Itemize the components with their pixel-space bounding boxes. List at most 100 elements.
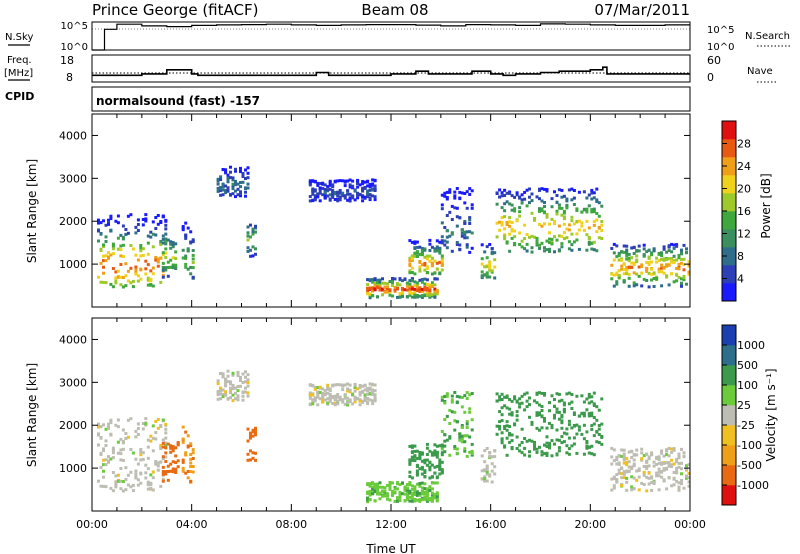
velocity-cell — [615, 462, 619, 466]
power-cell — [415, 245, 419, 249]
power-cell — [328, 183, 332, 187]
power-cell — [139, 254, 143, 258]
power-cell — [366, 195, 370, 199]
velocity-cell — [615, 479, 619, 483]
power-cell — [371, 194, 375, 198]
velocity-cell — [356, 397, 360, 401]
power-cell — [635, 249, 639, 253]
power-cell — [433, 283, 437, 287]
power-cell — [470, 206, 474, 210]
power-cell — [543, 249, 546, 253]
power-cell — [642, 247, 646, 251]
velocity-cell — [428, 460, 432, 464]
power-cell — [366, 184, 370, 188]
velocity-cell — [440, 468, 444, 472]
velocity-cell — [615, 458, 619, 461]
velocity-cell — [136, 422, 140, 426]
velocity-cell — [378, 485, 382, 489]
power-cell — [124, 262, 128, 266]
velocity-cell — [615, 473, 619, 477]
power-cell — [553, 250, 556, 254]
velocity-cell — [221, 372, 225, 376]
power-cell — [361, 189, 365, 193]
power-cell — [254, 224, 257, 228]
velocity-cell — [410, 458, 414, 462]
velocity-cell — [114, 485, 118, 489]
power-cell — [667, 283, 671, 287]
velocity-cell — [543, 452, 546, 456]
velocity-cell — [236, 385, 240, 388]
power-cell — [361, 186, 365, 190]
power-cell — [428, 242, 432, 246]
velocity-cell — [433, 443, 437, 447]
power-cell — [316, 195, 320, 199]
velocity-cell — [363, 399, 367, 403]
velocity-cell — [336, 383, 340, 387]
velocity-cell — [660, 475, 664, 479]
velocity-cell — [111, 489, 115, 493]
colorbar-swatch — [722, 365, 736, 386]
power-cell — [533, 216, 536, 220]
colorbar-tick-label: -500 — [737, 459, 762, 472]
velocity-cell — [373, 383, 377, 387]
colorbar-tick-label: -25 — [737, 419, 755, 432]
power-cell — [580, 224, 584, 228]
power-cell — [121, 255, 125, 258]
power-cell — [587, 241, 591, 244]
power-cell — [383, 290, 387, 294]
velocity-cell — [500, 413, 504, 417]
power-cell — [323, 196, 327, 200]
velocity-cell — [548, 443, 551, 447]
power-cell — [592, 248, 596, 252]
velocity-cell — [460, 440, 464, 444]
power-cell — [682, 257, 686, 261]
power-cell — [221, 185, 225, 189]
velocity-cell — [672, 477, 676, 481]
velocity-cell — [523, 453, 527, 457]
velocity-cell — [176, 442, 180, 446]
x-tick-label: 20:00 — [574, 518, 606, 531]
velocity-cell — [361, 390, 365, 394]
velocity-cell — [453, 447, 457, 450]
power-cell — [425, 278, 429, 282]
power-cell — [343, 184, 347, 188]
power-cell — [440, 254, 444, 258]
power-cell — [518, 243, 522, 246]
power-cell — [495, 191, 499, 195]
power-colorbar-label: Power [dB] — [759, 173, 773, 238]
velocity-cell — [468, 407, 472, 411]
velocity-cell — [510, 413, 514, 417]
velocity-cell — [351, 393, 355, 397]
power-cell — [577, 228, 581, 232]
power-cell — [413, 295, 417, 299]
velocity-cell — [146, 445, 150, 449]
power-cell — [560, 234, 564, 238]
velocity-cell — [632, 458, 636, 462]
power-cell — [351, 186, 355, 190]
power-cell — [381, 277, 384, 281]
power-cell — [513, 195, 517, 199]
velocity-cell — [373, 389, 377, 393]
power-cell — [682, 268, 686, 272]
velocity-cell — [136, 433, 140, 436]
power-cell — [453, 196, 457, 200]
velocity-cell — [246, 384, 250, 388]
power-cell — [460, 234, 464, 238]
velocity-cell — [154, 462, 158, 466]
velocity-cell — [104, 458, 108, 462]
power-cell — [323, 188, 327, 191]
power-cell — [498, 195, 502, 199]
velocity-cell — [533, 443, 536, 447]
power-cell — [423, 288, 427, 292]
power-cell — [438, 272, 442, 276]
power-cell — [420, 253, 424, 256]
power-cell — [415, 295, 419, 299]
velocity-cell — [500, 431, 504, 435]
power-cell — [378, 280, 382, 284]
velocity-cell — [448, 453, 452, 457]
power-cell — [373, 198, 377, 202]
velocity-cell — [560, 413, 564, 417]
power-cell — [465, 243, 469, 247]
power-cell — [617, 274, 621, 277]
